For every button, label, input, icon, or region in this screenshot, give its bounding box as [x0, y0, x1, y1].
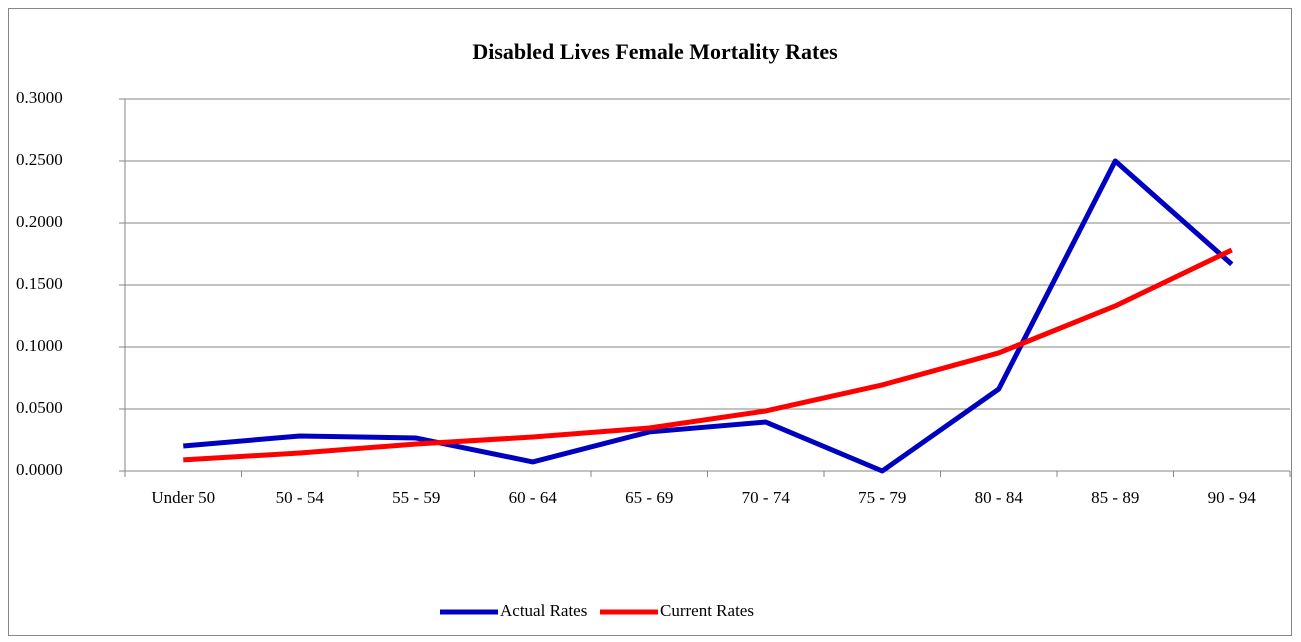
- x-tick-label: 65 - 69: [625, 488, 673, 507]
- x-tick-label: 75 - 79: [858, 488, 906, 507]
- x-tick-label: Under 50: [151, 488, 215, 507]
- y-tick-label: 0.0000: [16, 460, 63, 479]
- x-tick-label: 80 - 84: [975, 488, 1024, 507]
- y-tick-label: 0.2000: [16, 212, 63, 231]
- x-tick-label: 85 - 89: [1091, 488, 1139, 507]
- series-line: [183, 158, 1234, 474]
- y-tick-label: 0.0500: [16, 398, 63, 417]
- x-tick-label: 70 - 74: [742, 488, 791, 507]
- y-tick-label: 0.1500: [16, 274, 63, 293]
- y-tick-label: 0.2500: [16, 150, 63, 169]
- series-line: [183, 247, 1233, 463]
- x-tick-label: 55 - 59: [392, 488, 440, 507]
- chart-border: [8, 8, 1292, 636]
- y-tick-label: 0.3000: [16, 88, 63, 107]
- x-tick-label: 90 - 94: [1208, 488, 1257, 507]
- x-tick-label: 60 - 64: [509, 488, 558, 507]
- x-tick-label: 50 - 54: [276, 488, 325, 507]
- chart-title: Disabled Lives Female Mortality Rates: [472, 39, 838, 64]
- y-tick-label: 0.1000: [16, 336, 63, 355]
- legend-label: Actual Rates: [500, 601, 587, 620]
- legend-label: Current Rates: [660, 601, 754, 620]
